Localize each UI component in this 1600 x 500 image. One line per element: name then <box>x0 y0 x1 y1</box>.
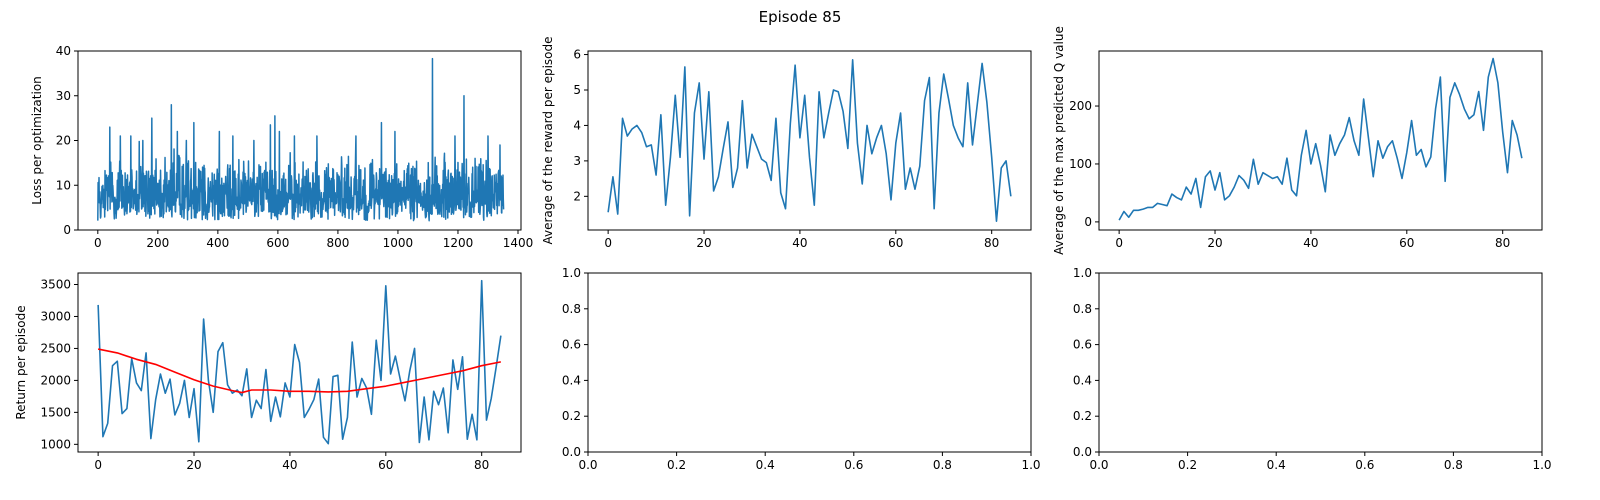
return-x-tick-label: 20 <box>186 458 201 472</box>
max-q-x-tick-label: 40 <box>1303 236 1318 250</box>
loss-x-tick-label: 1000 <box>383 236 414 250</box>
max-q-y-tick-label: 100 <box>1069 157 1092 171</box>
empty-1-x-tick-label: 0.0 <box>578 458 597 472</box>
loss-x-tick-label: 600 <box>266 236 289 250</box>
empty-1-x-tick-label: 1.0 <box>1021 458 1040 472</box>
avg-reward-plot-area <box>607 59 1012 222</box>
loss-y-tick-label: 40 <box>56 44 71 58</box>
max-q-y-axis-label: Average of the max predicted Q value <box>1052 26 1066 255</box>
subplot-empty-2: 0.0 0.2 0.4 0.6 0.8 1.0 0.0 0.2 0.4 0.6 0.8 1.0 <box>1073 266 1552 472</box>
empty-2-y-tick-label: 0.8 <box>1073 302 1092 316</box>
avg-reward-x-tick-label: 20 <box>696 236 711 250</box>
return-y-axis-label: Return per episode <box>14 305 28 419</box>
avg-reward-x-tick-label: 60 <box>888 236 903 250</box>
empty-2-y-tick-label: 0.4 <box>1073 373 1092 387</box>
empty-2-y-tick-label: 1.0 <box>1073 266 1092 280</box>
empty-2-x-tick-label: 0.4 <box>1267 458 1286 472</box>
empty-1-x-tick-label: 0.6 <box>844 458 863 472</box>
subplot-return: 0 20 40 60 80 1000 1500 2000 2500 3000 3500 Return … <box>14 272 522 472</box>
empty-1-y-tick-label: 0.2 <box>562 409 581 423</box>
empty-1-y-tick-label: 1.0 <box>562 266 581 280</box>
subplot-empty-1: 0.0 0.2 0.4 0.6 0.8 1.0 0.0 0.2 0.4 0.6 0.8 1.0 <box>562 266 1041 472</box>
loss-x-tick-label: 800 <box>326 236 349 250</box>
subplot-loss: 0 200 400 600 800 1000 1200 1400 0 10 20 30 40 Loss p… <box>30 44 533 250</box>
avg-reward-y-tick-label: 4 <box>573 118 581 132</box>
empty-1-x-tick-label: 0.2 <box>667 458 686 472</box>
empty-1-y-tick-label: 0.6 <box>562 338 581 352</box>
return-y-tick-label: 3000 <box>40 309 71 323</box>
empty-2-x-tick-label: 0.6 <box>1355 458 1374 472</box>
max-q-plot-area <box>1118 57 1523 221</box>
max-q-x-tick-label: 0 <box>1115 236 1123 250</box>
loss-y-tick-label: 30 <box>56 89 71 103</box>
avg-reward-y-tick-label: 3 <box>573 154 581 168</box>
empty-1-x-tick-label: 0.4 <box>756 458 775 472</box>
avg-reward-y-tick-label: 6 <box>573 48 581 62</box>
empty-2-axes-frame <box>1098 272 1543 453</box>
max-q-axes-frame <box>1098 50 1543 231</box>
loss-x-tick-label: 1400 <box>503 236 534 250</box>
loss-plot-area <box>97 57 505 222</box>
max-q-x-tick-label: 60 <box>1399 236 1414 250</box>
avg-reward-x-tick-label: 0 <box>604 236 612 250</box>
avg-reward-x-tick-label: 40 <box>792 236 807 250</box>
loss-y-tick-label: 20 <box>56 134 71 148</box>
empty-1-y-tick-label: 0.0 <box>562 445 581 459</box>
loss-y-axis-label: Loss per optimization <box>30 76 44 205</box>
max-q-y-tick-label: 200 <box>1069 99 1092 113</box>
return-y-tick-label: 2500 <box>40 341 71 355</box>
empty-2-x-tick-label: 0.8 <box>1444 458 1463 472</box>
max-q-y-tick-label: 0 <box>1084 215 1092 229</box>
return-y-tick-label: 1500 <box>40 405 71 419</box>
empty-1-axes-frame <box>587 272 1032 453</box>
return-x-tick-label: 60 <box>378 458 393 472</box>
max-q-series-line <box>1118 57 1523 221</box>
return-y-tick-label: 2000 <box>40 373 71 387</box>
return-plot-area <box>97 279 502 445</box>
empty-2-y-tick-label: 0.0 <box>1073 445 1092 459</box>
return-y-tick-label: 3500 <box>40 278 71 292</box>
max-q-x-tick-label: 20 <box>1207 236 1222 250</box>
empty-2-x-tick-label: 1.0 <box>1532 458 1551 472</box>
return-x-tick-label: 80 <box>474 458 489 472</box>
avg-reward-axes-frame <box>587 50 1032 231</box>
avg-reward-series-line <box>607 59 1012 222</box>
avg-reward-y-tick-label: 5 <box>573 83 581 97</box>
avg-reward-x-tick-label: 80 <box>984 236 999 250</box>
loss-y-tick-label: 10 <box>56 178 71 192</box>
return-axes-frame <box>77 272 522 453</box>
avg-reward-y-axis-label: Average of the reward per episode <box>541 36 555 244</box>
empty-2-x-tick-label: 0.2 <box>1178 458 1197 472</box>
empty-1-y-tick-label: 0.4 <box>562 373 581 387</box>
return-x-tick-label: 0 <box>94 458 102 472</box>
return-x-tick-label: 40 <box>282 458 297 472</box>
empty-2-x-tick-label: 0.0 <box>1089 458 1108 472</box>
max-q-x-tick-label: 80 <box>1495 236 1510 250</box>
loss-x-tick-label: 400 <box>206 236 229 250</box>
avg-reward-y-tick-label: 2 <box>573 189 581 203</box>
figure-title: Episode 85 <box>758 8 842 26</box>
loss-series-line <box>97 57 505 222</box>
subplot-avg-reward: 0 20 40 60 80 2 3 4 5 6 Average of the reward per … <box>541 36 1032 250</box>
loss-x-tick-label: 0 <box>94 236 102 250</box>
return-series-line <box>97 279 502 445</box>
empty-1-x-tick-label: 0.8 <box>933 458 952 472</box>
empty-2-y-tick-label: 0.6 <box>1073 338 1092 352</box>
empty-1-y-tick-label: 0.8 <box>562 302 581 316</box>
return-moving-average-line <box>97 348 502 394</box>
empty-2-y-tick-label: 0.2 <box>1073 409 1092 423</box>
loss-x-tick-label: 1200 <box>443 236 474 250</box>
loss-x-tick-label: 200 <box>146 236 169 250</box>
loss-y-tick-label: 0 <box>63 223 71 237</box>
return-y-tick-label: 1000 <box>40 437 71 451</box>
